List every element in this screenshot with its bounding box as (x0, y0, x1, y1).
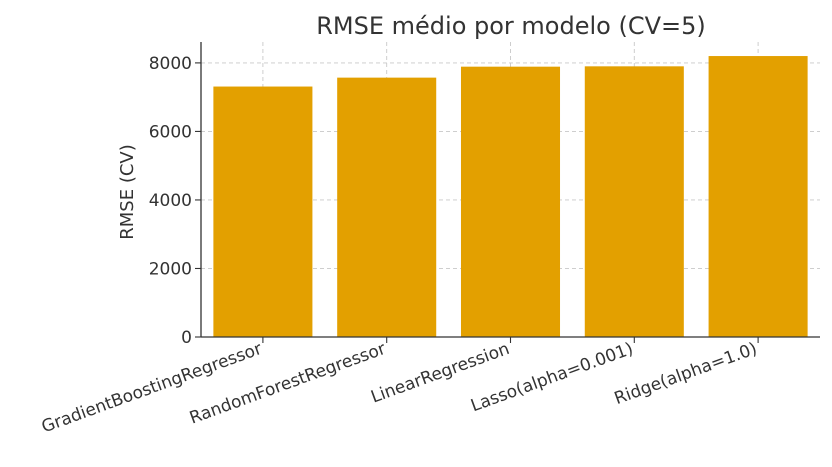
x-tick-label: RandomForestRegressor (187, 339, 388, 429)
y-ticks: 0 2000 4000 6000 8000 (149, 54, 201, 348)
bar (460, 66, 561, 337)
y-tick-label: 6000 (149, 122, 192, 142)
bar (213, 86, 313, 337)
chart-title: RMSE médio por modelo (CV=5) (316, 12, 706, 40)
y-tick-label: 8000 (149, 54, 192, 74)
y-axis-label: RMSE (CV) (117, 144, 138, 239)
x-tick-label: Ridge(alpha=1.0) (612, 339, 760, 409)
y-tick-label: 2000 (149, 259, 192, 279)
x-tick-label: GradientBoostingRegressor (39, 339, 265, 437)
bars (213, 56, 808, 338)
y-tick-label: 0 (181, 328, 192, 348)
bar (337, 77, 437, 337)
x-ticks: GradientBoostingRegressorRandomForestReg… (39, 337, 760, 437)
bar (708, 56, 808, 338)
bar (584, 66, 684, 338)
y-tick-label: 4000 (149, 191, 192, 211)
